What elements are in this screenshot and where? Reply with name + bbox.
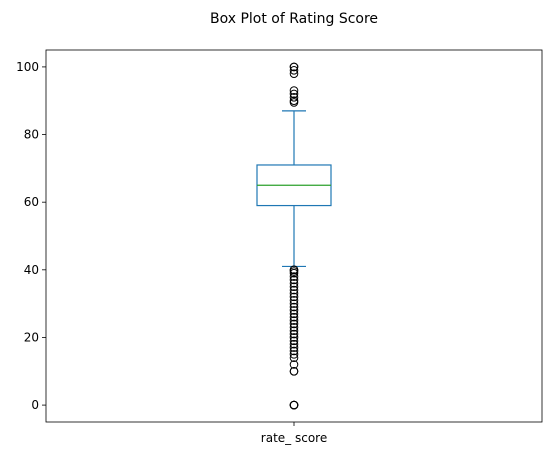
y-tick-label: 20 (24, 330, 39, 344)
outlier-point (289, 323, 299, 332)
chart-title: Box Plot of Rating Score (210, 11, 378, 27)
outlier-point (289, 279, 299, 288)
outlier-point (289, 86, 299, 95)
outlier-point (289, 275, 299, 285)
outlier-point (289, 333, 299, 342)
outlier-point (289, 299, 299, 308)
outlier-point (289, 295, 299, 305)
outlier-point (289, 329, 299, 339)
outlier-markers (289, 62, 299, 410)
outlier-point (289, 65, 299, 75)
outlier-point (289, 319, 299, 329)
outlier-point (289, 343, 299, 352)
outlier-point (289, 306, 299, 315)
outlier-point (289, 336, 299, 346)
outlier-point (289, 272, 299, 281)
outlier-point (289, 265, 299, 275)
outlier-point (289, 366, 299, 376)
y-tick-label: 100 (16, 60, 39, 74)
outlier-point (289, 350, 299, 359)
outlier-point (289, 316, 299, 325)
y-tick-label: 60 (24, 195, 39, 209)
outlier-point (289, 292, 299, 302)
outlier-point (289, 302, 299, 312)
outlier-point (289, 96, 299, 106)
outlier-point (289, 282, 299, 292)
outlier-point (289, 93, 299, 102)
outlier-point (289, 69, 299, 78)
y-tick-label: 80 (24, 128, 39, 142)
outlier-point (289, 353, 299, 363)
outlier-point (289, 285, 299, 295)
outlier-point (289, 326, 299, 335)
box-series (256, 110, 332, 268)
outlier-point (289, 339, 299, 349)
outlier-point (289, 62, 299, 72)
y-tick-label: 40 (24, 263, 39, 277)
outlier-point (289, 400, 299, 410)
y-axis: 0 20 40 60 80 100 (16, 60, 46, 412)
outlier-point (289, 360, 299, 369)
outlier-point (289, 267, 299, 276)
outlier-point (289, 346, 299, 356)
outlier-point (289, 309, 299, 319)
x-axis: rate_ score (261, 422, 327, 445)
outlier-point (289, 312, 299, 322)
x-tick-label: rate_ score (261, 431, 327, 445)
outlier-point (289, 289, 299, 298)
outlier-point (289, 89, 299, 99)
y-tick-label: 0 (31, 398, 39, 412)
